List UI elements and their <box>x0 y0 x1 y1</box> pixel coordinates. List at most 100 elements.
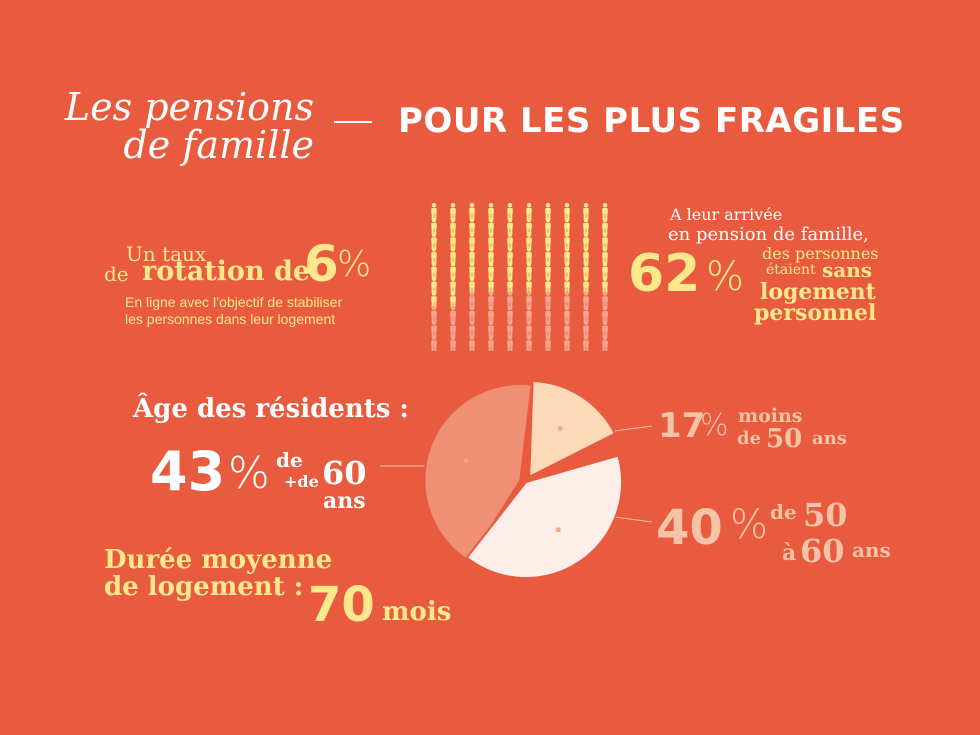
arrival-line5: logement <box>760 279 876 305</box>
person-icon <box>545 305 551 323</box>
range-b: 50 <box>803 496 848 534</box>
person-icon <box>488 247 494 264</box>
person-icon <box>507 305 513 323</box>
person-icon <box>545 320 551 338</box>
person-icon <box>564 247 570 264</box>
person-icon <box>450 320 456 338</box>
person-icon <box>545 217 551 235</box>
over60-d: ans <box>323 488 366 514</box>
arrival-line1: A leur arrivée <box>670 205 783 224</box>
person-icon <box>526 232 532 249</box>
arrival-line6: personnel <box>754 300 877 326</box>
person-icon <box>450 305 456 323</box>
person-icon <box>564 203 570 220</box>
rotation-line2-prefix: de <box>104 262 129 286</box>
person-icon <box>469 232 475 249</box>
arrival-value: 62 <box>628 244 701 304</box>
person-icon <box>469 335 475 351</box>
person-icon <box>583 232 589 249</box>
person-icon <box>545 203 551 220</box>
person-icon <box>431 261 437 279</box>
person-icon <box>450 261 456 279</box>
person-icon <box>507 232 513 249</box>
person-icon <box>602 305 608 323</box>
rotation-pct: % <box>337 244 372 285</box>
person-icon <box>488 232 494 249</box>
person-icon <box>507 247 513 264</box>
person-icon <box>450 291 456 308</box>
person-icon <box>450 335 456 351</box>
person-icon <box>583 320 589 338</box>
person-icon <box>488 261 494 279</box>
over60-b: +de <box>284 472 319 491</box>
person-icon <box>602 247 608 264</box>
person-icon <box>526 203 532 220</box>
range-value: 40 <box>656 500 723 556</box>
arrival-line4a: étaient <box>766 262 816 278</box>
rotation-value: 6 <box>304 235 339 293</box>
person-icon <box>450 276 456 293</box>
person-icon <box>602 335 608 351</box>
person-icon <box>602 291 608 308</box>
person-icon <box>488 320 494 338</box>
person-icon <box>583 217 589 235</box>
over60-pct: % <box>228 448 270 499</box>
person-icon <box>526 217 532 235</box>
person-icon <box>431 247 437 264</box>
person-icon <box>431 305 437 323</box>
person-icon <box>469 261 475 279</box>
title-dash <box>334 121 372 123</box>
person-icon <box>450 203 456 220</box>
person-icon <box>488 335 494 351</box>
duration-value: 70 <box>308 577 375 633</box>
person-icon <box>450 247 456 264</box>
rotation-line1: Un taux <box>126 242 207 266</box>
person-icon <box>488 276 494 293</box>
person-icon <box>583 203 589 220</box>
person-icon <box>431 232 437 249</box>
person-icon <box>507 291 513 308</box>
person-icon <box>545 276 551 293</box>
age-heading: Âge des résidents : <box>133 394 410 424</box>
age-pie-chart <box>380 379 653 579</box>
person-icon <box>469 291 475 308</box>
person-icon <box>602 276 608 293</box>
person-icon <box>507 320 513 338</box>
arrival-pct: % <box>706 254 745 300</box>
person-icon <box>564 320 570 338</box>
person-icon <box>469 203 475 220</box>
person-icon <box>507 261 513 279</box>
arrival-line3: des personnes <box>762 244 879 263</box>
under50-c: 50 <box>766 424 803 454</box>
person-icon <box>602 320 608 338</box>
person-icon <box>564 291 570 308</box>
person-icon <box>583 291 589 308</box>
person-icon <box>469 276 475 293</box>
title-right: POUR LES PLUS FRAGILES <box>398 101 905 141</box>
person-icon <box>526 276 532 293</box>
person-icon <box>583 276 589 293</box>
range-c: à <box>782 540 797 566</box>
person-icon <box>507 203 513 220</box>
person-icon <box>545 247 551 264</box>
arrival-line2: en pension de famille, <box>668 224 869 245</box>
person-icon <box>526 305 532 323</box>
person-icon <box>431 320 437 338</box>
person-icon <box>602 261 608 279</box>
under50-b: de <box>737 428 762 449</box>
person-icon <box>602 232 608 249</box>
duration-line2: de logement : <box>104 572 304 602</box>
range-d: 60 <box>800 532 845 570</box>
rotation-line2-word: rotation de <box>142 256 311 287</box>
title-line1: Les pensions <box>64 85 314 129</box>
under50-pct: % <box>700 408 729 443</box>
pie-marker-dot <box>555 527 561 533</box>
under50-value: 17 <box>658 406 706 446</box>
rotation-note1: En ligne avec l’objectif de stabiliser <box>125 294 343 310</box>
person-icon <box>583 305 589 323</box>
person-icon <box>564 217 570 235</box>
pie-marker-dot <box>463 458 469 464</box>
duration-line1: Durée moyenne <box>104 545 333 575</box>
duration-unit: mois <box>382 597 452 627</box>
person-icon <box>526 335 532 351</box>
